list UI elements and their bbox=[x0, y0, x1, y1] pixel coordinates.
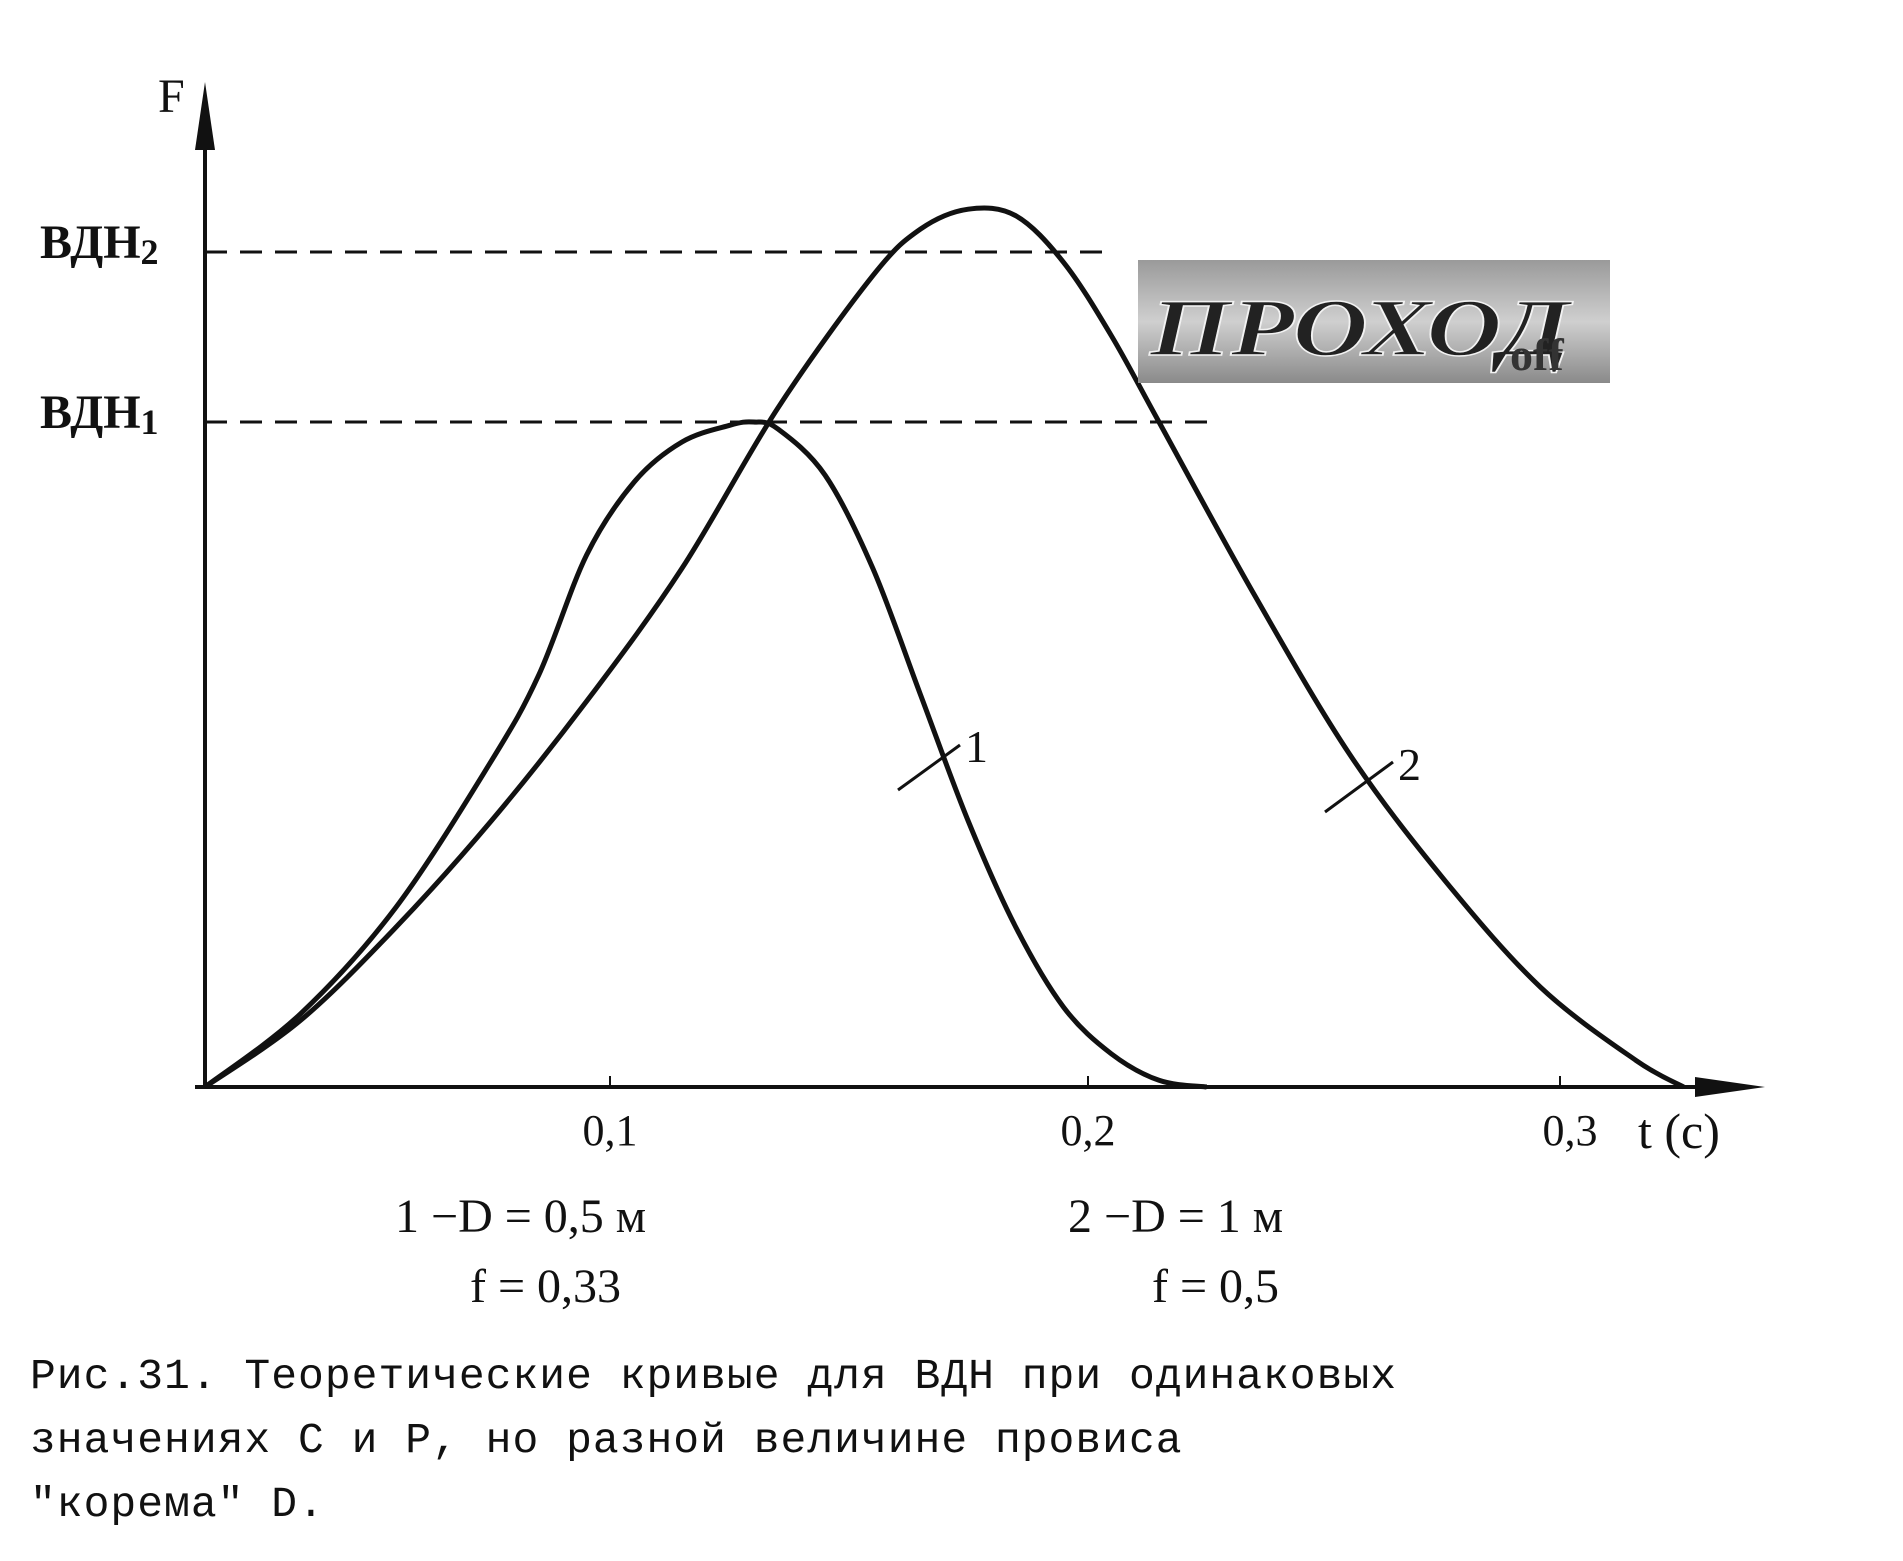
watermark-suffix: off bbox=[1510, 329, 1564, 380]
series-2-label: 2 bbox=[1398, 739, 1421, 790]
x-axis-arrow bbox=[1695, 1077, 1765, 1097]
figure-caption: Рис.31. Теоретические кривые для ВДН при… bbox=[30, 1345, 1870, 1537]
watermark-logo: ПРОХОД off bbox=[1138, 260, 1610, 383]
legend-1-line-1: 1 −D = 0,5 м bbox=[395, 1190, 646, 1243]
series-2-curve bbox=[203, 205, 1685, 1090]
series-1-curve bbox=[203, 419, 1208, 1090]
y-tick-label-vdn2: ВДН2 bbox=[40, 216, 159, 272]
legend-2-line-2: f = 0,5 bbox=[1152, 1260, 1279, 1313]
series-1-label: 1 bbox=[965, 721, 988, 772]
x-tick-label-0-2: 0,2 bbox=[1061, 1106, 1116, 1155]
series-2-label-leader bbox=[1324, 760, 1394, 814]
x-tick-label-0-1: 0,1 bbox=[583, 1106, 638, 1155]
x-tick-label-0-3: 0,3 bbox=[1543, 1106, 1598, 1155]
caption-line-1: Рис.31. Теоретические кривые для ВДН при… bbox=[30, 1352, 1398, 1401]
watermark-text: ПРОХОД bbox=[1149, 282, 1574, 373]
legend-2-line-1: 2 −D = 1 м bbox=[1068, 1190, 1283, 1243]
y-axis-label: F bbox=[158, 70, 185, 123]
legend-1-line-2: f = 0,33 bbox=[470, 1260, 621, 1313]
y-axis-arrow bbox=[195, 82, 215, 150]
y-tick-label-vdn1: ВДН1 bbox=[40, 386, 159, 442]
caption-line-2: значениях С и Р, но разной величине пров… bbox=[30, 1416, 1183, 1465]
x-axis-label: t (c) bbox=[1638, 1103, 1720, 1159]
series-1-label-leader bbox=[897, 743, 961, 792]
caption-line-3: "корема" D. bbox=[30, 1480, 325, 1529]
